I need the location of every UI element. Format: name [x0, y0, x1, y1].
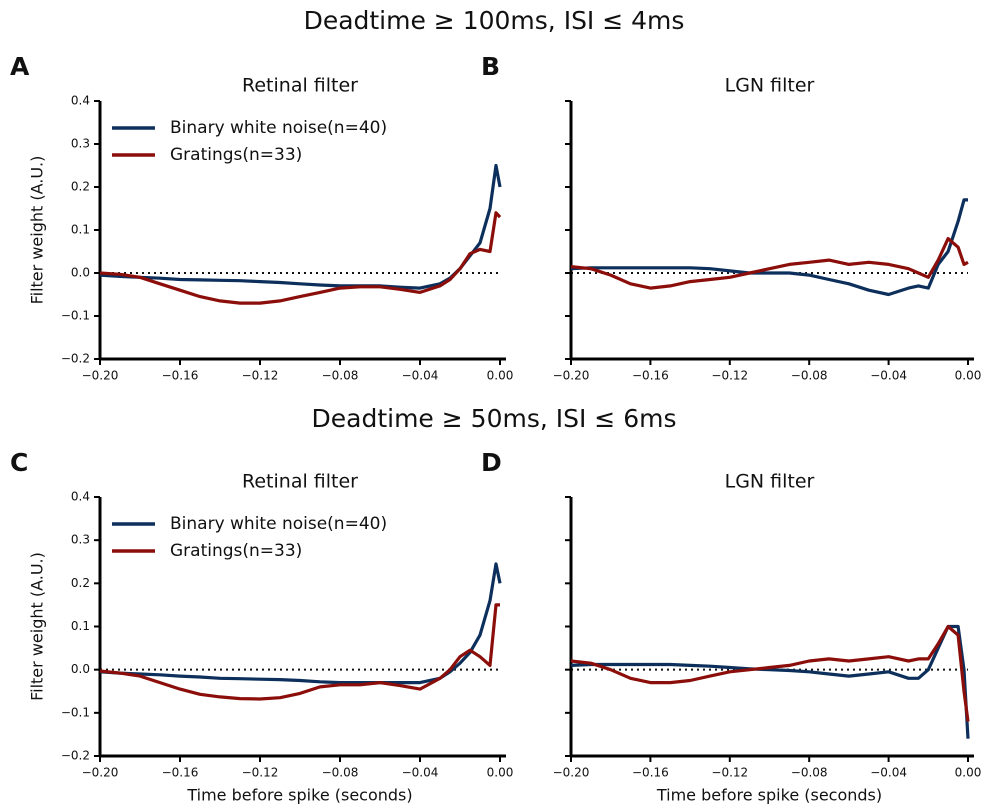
y-tick-label: −0.1 — [61, 705, 90, 719]
x-tick-label: −0.04 — [402, 369, 439, 383]
x-tick-label: −0.12 — [242, 766, 279, 780]
x-tick-label: −0.16 — [632, 369, 669, 383]
x-tick-label: −0.12 — [242, 369, 279, 383]
panel-letter: C — [10, 448, 28, 477]
x-tick-label: 0.00 — [955, 766, 982, 780]
x-tick-label: −0.08 — [322, 369, 359, 383]
y-axis-label: Filter weight (A.U.) — [28, 552, 47, 701]
y-tick-label: 0.2 — [71, 576, 90, 590]
legend-label: Binary white noise(n=40) — [170, 118, 387, 138]
x-tick-label: −0.16 — [632, 766, 669, 780]
x-tick-label: −0.20 — [82, 369, 119, 383]
y-tick-label: 0.1 — [71, 223, 90, 237]
series-line — [99, 211, 502, 305]
x-tick-label: 0.00 — [487, 766, 514, 780]
panel-title: LGN filter — [725, 75, 815, 97]
section-heading: Deadtime ≥ 100ms, ISI ≤ 4ms — [304, 6, 685, 35]
y-tick-label: 0.0 — [71, 266, 90, 280]
panel-title: Retinal filter — [242, 75, 358, 97]
x-tick-label: −0.04 — [870, 369, 907, 383]
legend-label: Gratings(n=33) — [170, 541, 302, 561]
panel-letter: B — [481, 52, 500, 81]
x-tick-label: −0.12 — [711, 369, 748, 383]
x-tick-label: −0.12 — [711, 766, 748, 780]
x-tick-label: 0.00 — [955, 369, 982, 383]
x-tick-label: −0.04 — [402, 766, 439, 780]
x-axis-label: Time before spike (seconds) — [186, 786, 412, 805]
series-line — [99, 562, 502, 685]
series-line — [570, 237, 969, 290]
x-tick-label: −0.16 — [162, 766, 199, 780]
panel: A Retinal filter −0.2 −0.1 0.0 0.1 0.2 0.3 0.4 −0… — [10, 52, 513, 383]
x-tick-label: −0.08 — [791, 766, 828, 780]
section-heading: Deadtime ≥ 50ms, ISI ≤ 6ms — [312, 404, 677, 433]
panel-letter: A — [10, 52, 30, 81]
panel-letter: D — [481, 448, 502, 477]
x-axis-label: Time before spike (seconds) — [656, 786, 882, 805]
y-tick-label: 0.4 — [71, 94, 90, 108]
x-tick-label: −0.20 — [553, 766, 590, 780]
y-tick-label: 0.0 — [71, 662, 90, 676]
series-line — [570, 624, 970, 722]
panel: D LGN filter −0.20 −0.16 −0.12 −0.08 −0.04 0.00… — [481, 448, 981, 805]
y-tick-label: −0.2 — [61, 352, 90, 366]
series-line — [570, 624, 970, 739]
legend-label: Binary white noise(n=40) — [170, 514, 387, 534]
panel-title: LGN filter — [725, 471, 815, 493]
y-tick-label: −0.2 — [61, 749, 90, 763]
x-tick-label: −0.08 — [322, 766, 359, 780]
x-tick-label: 0.00 — [487, 369, 514, 383]
x-tick-label: −0.16 — [162, 369, 199, 383]
panel: C Retinal filter −0.2 −0.1 0.0 0.1 0.2 0.3 0.4 −0… — [10, 448, 513, 805]
y-tick-label: 0.3 — [71, 533, 90, 547]
series-line — [570, 198, 968, 297]
y-tick-label: 0.3 — [71, 137, 90, 151]
panel-title: Retinal filter — [242, 471, 358, 493]
y-tick-label: −0.1 — [61, 309, 90, 323]
x-tick-label: −0.20 — [553, 369, 590, 383]
y-tick-label: 0.1 — [71, 619, 90, 633]
x-tick-label: −0.04 — [870, 766, 907, 780]
y-tick-label: 0.2 — [71, 180, 90, 194]
legend-label: Gratings(n=33) — [170, 145, 302, 165]
y-tick-label: 0.4 — [71, 490, 90, 504]
series-line — [99, 163, 502, 290]
x-tick-label: −0.20 — [82, 766, 119, 780]
x-tick-label: −0.08 — [791, 369, 828, 383]
y-axis-label: Filter weight (A.U.) — [28, 156, 47, 305]
series-line — [99, 603, 500, 701]
panel: B LGN filter −0.20 −0.16 −0.12 −0.08 −0.04 0.00 — [481, 52, 981, 383]
